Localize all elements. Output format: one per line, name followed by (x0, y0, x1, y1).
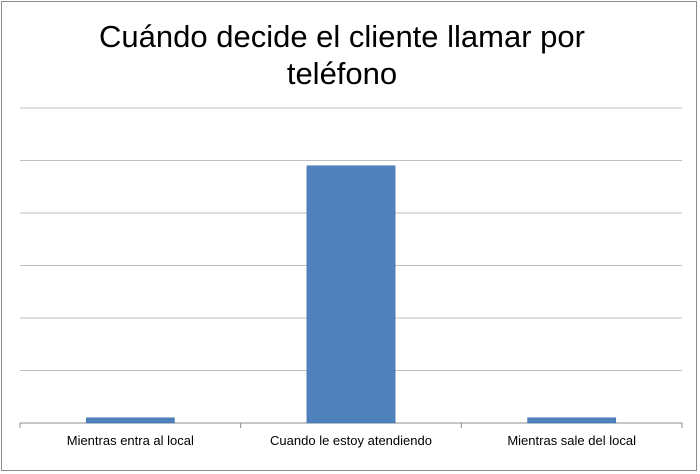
bar (527, 417, 617, 424)
chart-title: Cuándo decide el cliente llamar por telé… (99, 19, 585, 91)
x-axis (19, 422, 683, 428)
x-tick-label: Mientras sale del local (507, 433, 636, 448)
x-tick-labels: Mientras entra al local Cuando le estoy a… (67, 433, 636, 448)
x-tick-label: Cuando le estoy atendiendo (270, 433, 432, 448)
bar (85, 417, 175, 424)
bars (85, 165, 617, 424)
x-tick-label: Mientras entra al local (67, 433, 194, 448)
bar (306, 165, 396, 424)
